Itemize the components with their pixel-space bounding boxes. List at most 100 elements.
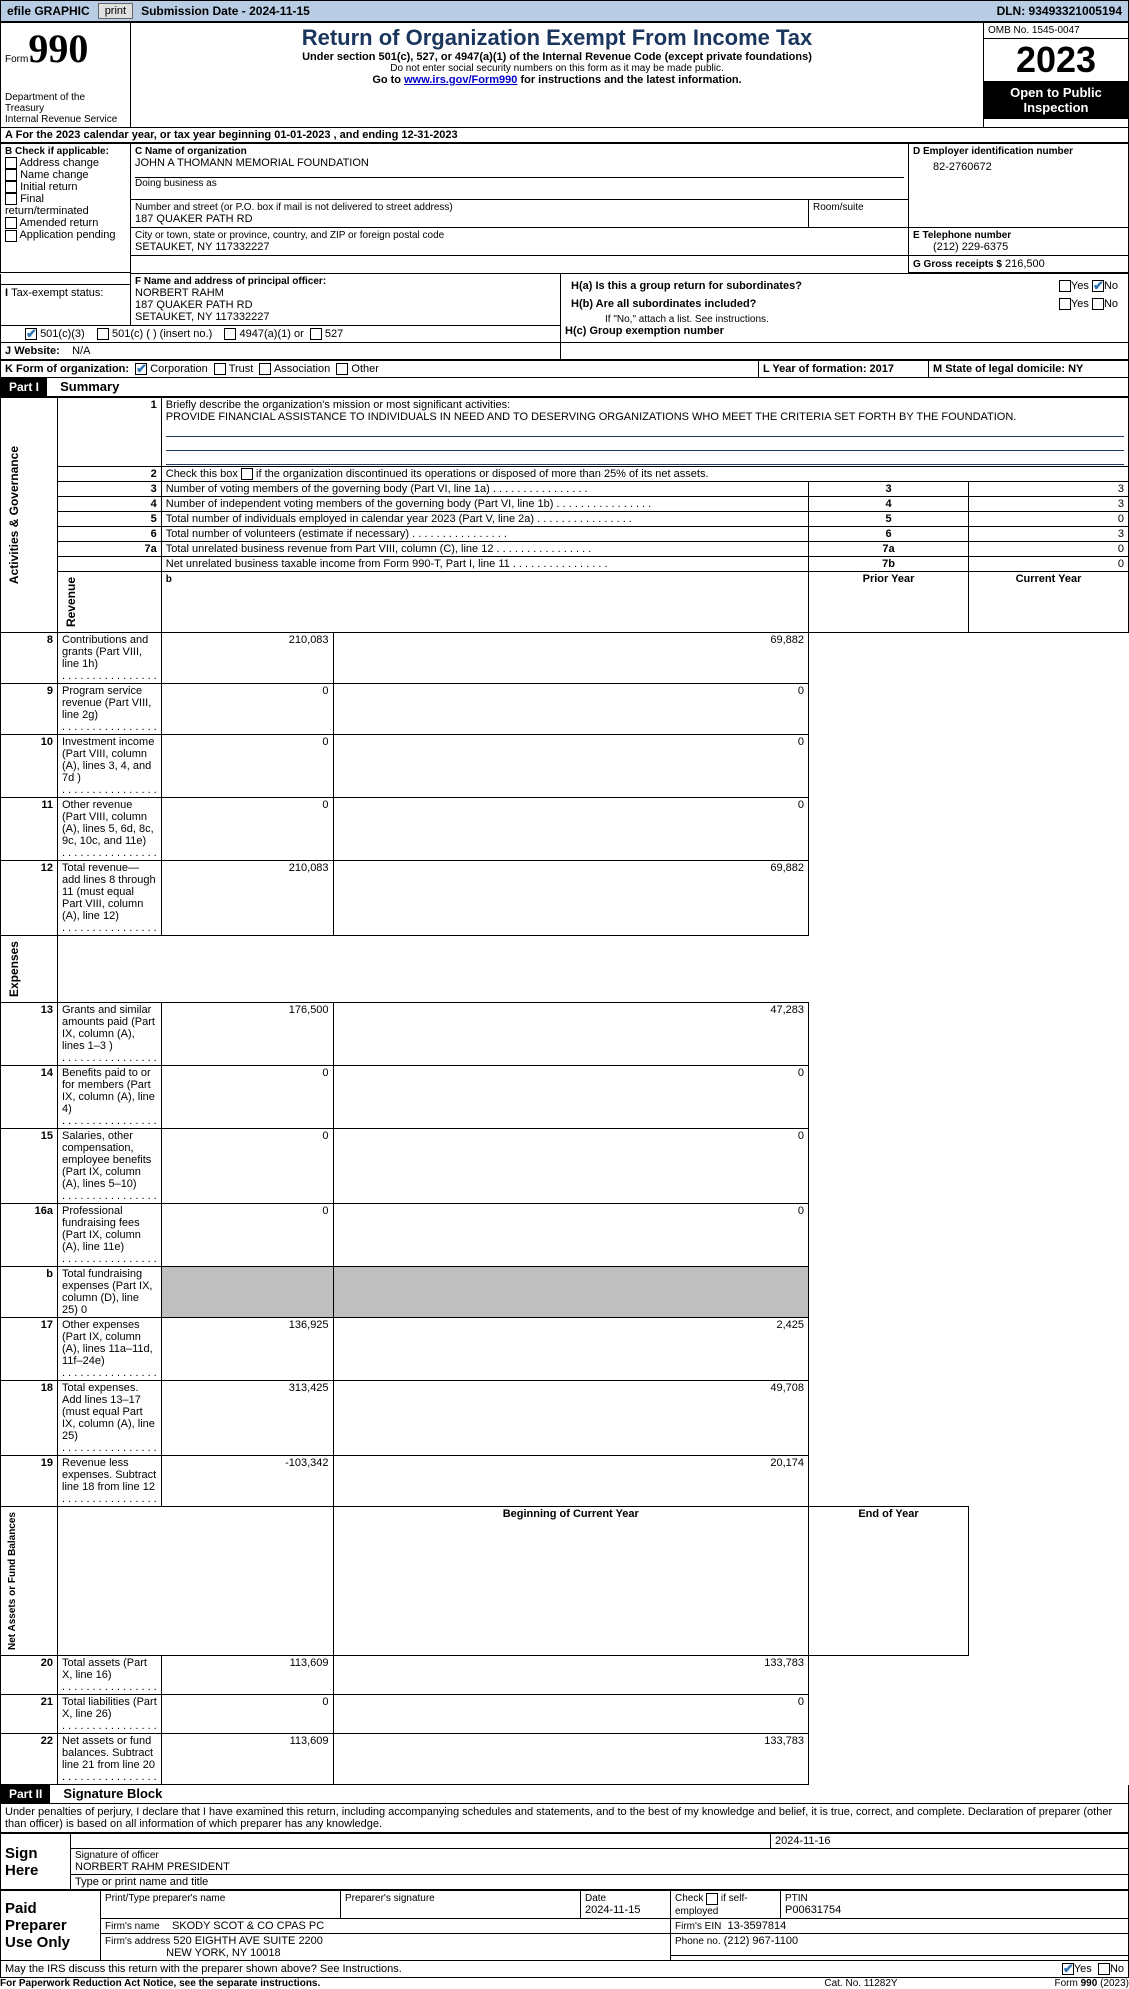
- chk-final-return[interactable]: [5, 193, 17, 205]
- subtitle-2: Do not enter social security numbers on …: [135, 63, 979, 74]
- goto-post: for instructions and the latest informat…: [517, 74, 741, 86]
- ag-box-4: 4: [809, 497, 969, 512]
- exp-line-18: Total expenses. Add lines 13–17 (must eq…: [62, 1382, 155, 1442]
- rev-line-10: Investment income (Part VIII, column (A)…: [62, 736, 154, 784]
- chk-trust[interactable]: [214, 363, 226, 375]
- lbl-trust: Trust: [229, 363, 254, 375]
- rev-py-8: 210,083: [161, 633, 333, 684]
- na-cy-21: 0: [333, 1695, 808, 1734]
- ag-val-5: 0: [969, 512, 1129, 527]
- firm-ein: 13-3597814: [727, 1920, 786, 1932]
- chk-Ha-no[interactable]: [1092, 280, 1104, 292]
- sig-date: 2024-11-16: [771, 1834, 1129, 1849]
- Hb-label: H(b) Are all subordinates included?: [571, 298, 756, 310]
- pt-sig-lbl: Preparer's signature: [345, 1893, 435, 1904]
- header-block: Form990 Department of the Treasury Inter…: [0, 22, 1129, 128]
- chk-initial-return[interactable]: [5, 181, 17, 193]
- Hc-label: H(c) Group exemption number: [565, 325, 1124, 337]
- telephone: (212) 229-6375: [913, 241, 1124, 253]
- boxL: L Year of formation: 2017: [763, 363, 894, 375]
- exp-cy-18: 49,708: [333, 1381, 808, 1456]
- boxK-label: K Form of organization:: [5, 363, 129, 375]
- pt-name-lbl: Print/Type preparer's name: [105, 1893, 225, 1904]
- firm-addr1: 520 EIGHTH AVE SUITE 2200: [173, 1935, 323, 1947]
- ag-val-4: 3: [969, 497, 1129, 512]
- lbl-initial-return: Initial return: [20, 181, 77, 193]
- chk-discuss-no[interactable]: [1098, 1963, 1110, 1975]
- exp-cy-15: 0: [333, 1129, 808, 1204]
- irs-link[interactable]: www.irs.gov/Form990: [404, 74, 517, 86]
- exp-line-19: Revenue less expenses. Subtract line 18 …: [62, 1457, 156, 1493]
- ag-line-3: Number of voting members of the governin…: [166, 483, 490, 495]
- omb: OMB No. 1545-0047: [984, 23, 1128, 39]
- rev-cy-8: 69,882: [333, 633, 808, 684]
- lbl-other: Other: [351, 363, 379, 375]
- efile-label: efile GRAPHIC: [1, 4, 96, 18]
- exp-py-19: -103,342: [161, 1456, 333, 1507]
- boxJ-label: Website:: [14, 345, 60, 357]
- Hb-yes: Yes: [1071, 298, 1089, 310]
- pt-date-lbl: Date: [585, 1893, 606, 1904]
- cy-hdr: Current Year: [969, 572, 1129, 633]
- l2-post: if the organization discontinued its ope…: [256, 468, 709, 480]
- exp-line-b: Total fundraising expenses (Part IX, col…: [62, 1268, 153, 1316]
- chk-Hb-yes[interactable]: [1059, 298, 1071, 310]
- chk-amended[interactable]: [5, 217, 17, 229]
- topbar: efile GRAPHIC print Submission Date - 20…: [0, 0, 1129, 22]
- chk-assoc[interactable]: [259, 363, 271, 375]
- fhi-block: F Name and address of principal officer:…: [0, 273, 1129, 360]
- rev-line-12: Total revenue—add lines 8 through 11 (mu…: [62, 862, 156, 922]
- chk-Hb-no[interactable]: [1092, 298, 1104, 310]
- chk-address-change[interactable]: [5, 157, 17, 169]
- city-label: City or town, state or province, country…: [135, 230, 904, 241]
- exp-py-15: 0: [161, 1129, 333, 1204]
- rev-cy-9: 0: [333, 684, 808, 735]
- chk-527[interactable]: [310, 328, 322, 340]
- paid-preparer-block: Paid Preparer Use Only Print/Type prepar…: [0, 1890, 1129, 1960]
- exp-cy-13: 47,283: [333, 1003, 808, 1066]
- print-button[interactable]: print: [98, 3, 133, 19]
- firm-addr-lbl: Firm's address: [105, 1936, 170, 1947]
- na-py-21: 0: [161, 1695, 333, 1734]
- exp-cy-17: 2,425: [333, 1318, 808, 1381]
- na-cy-22: 133,783: [333, 1734, 808, 1785]
- ag-val-7a: 0: [969, 542, 1129, 557]
- website: N/A: [72, 345, 90, 357]
- side-exp: Expenses: [5, 937, 23, 1001]
- chk-other[interactable]: [336, 363, 348, 375]
- chk-4947[interactable]: [224, 328, 236, 340]
- footer-form: 990: [1081, 1978, 1098, 1989]
- part2-title: Signature Block: [53, 1786, 162, 1801]
- chk-corp[interactable]: [135, 363, 147, 375]
- chk-name-change[interactable]: [5, 169, 17, 181]
- exp-cy-b: [333, 1267, 808, 1318]
- dba-label: Doing business as: [135, 178, 904, 189]
- na-line-21: Total liabilities (Part X, line 26): [62, 1696, 157, 1720]
- sig-name: NORBERT RAHM PRESIDENT: [75, 1861, 1124, 1873]
- bcy-hdr: Beginning of Current Year: [333, 1507, 808, 1656]
- exp-cy-16a: 0: [333, 1204, 808, 1267]
- lbl-amended: Amended return: [19, 217, 98, 229]
- form-title: Return of Organization Exempt From Incom…: [135, 25, 979, 51]
- py-hdr: Prior Year: [809, 572, 969, 633]
- lbl-corp: Corporation: [150, 363, 207, 375]
- ag-line-6: Total number of volunteers (estimate if …: [166, 528, 409, 540]
- discuss-yes: Yes: [1074, 1963, 1092, 1975]
- ptin: P00631754: [785, 1904, 841, 1916]
- exp-line-15: Salaries, other compensation, employee b…: [62, 1130, 151, 1190]
- chk-501c3[interactable]: [25, 328, 37, 340]
- chk-app-pending[interactable]: [5, 230, 17, 242]
- sign-here: Sign Here: [5, 1845, 66, 1879]
- chk-Ha-yes[interactable]: [1059, 280, 1071, 292]
- ag-val-3: 3: [969, 482, 1129, 497]
- subtitle-1: Under section 501(c), 527, or 4947(a)(1)…: [135, 51, 979, 63]
- rev-line-9: Program service revenue (Part VIII, line…: [62, 685, 151, 721]
- ag-line-4: Number of independent voting members of …: [166, 498, 554, 510]
- na-py-22: 113,609: [161, 1734, 333, 1785]
- chk-discuss-yes[interactable]: [1062, 1963, 1074, 1975]
- chk-l2[interactable]: [241, 468, 253, 480]
- Ha-yes: Yes: [1071, 280, 1089, 292]
- sign-here-block: Sign Here 2024-11-16 Signature of office…: [0, 1833, 1129, 1890]
- chk-self-emp[interactable]: [706, 1893, 718, 1905]
- chk-501c[interactable]: [97, 328, 109, 340]
